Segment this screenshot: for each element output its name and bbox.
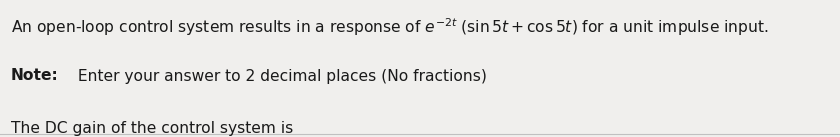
Text: Enter your answer to 2 decimal places (No fractions): Enter your answer to 2 decimal places (N… xyxy=(72,68,486,83)
Text: The DC gain of the control system is: The DC gain of the control system is xyxy=(11,121,293,135)
Text: An open-loop control system results in a response of $e^{-2t}$ $(\sin 5t + \cos : An open-loop control system results in a… xyxy=(11,16,769,38)
Text: Note:: Note: xyxy=(11,68,59,83)
